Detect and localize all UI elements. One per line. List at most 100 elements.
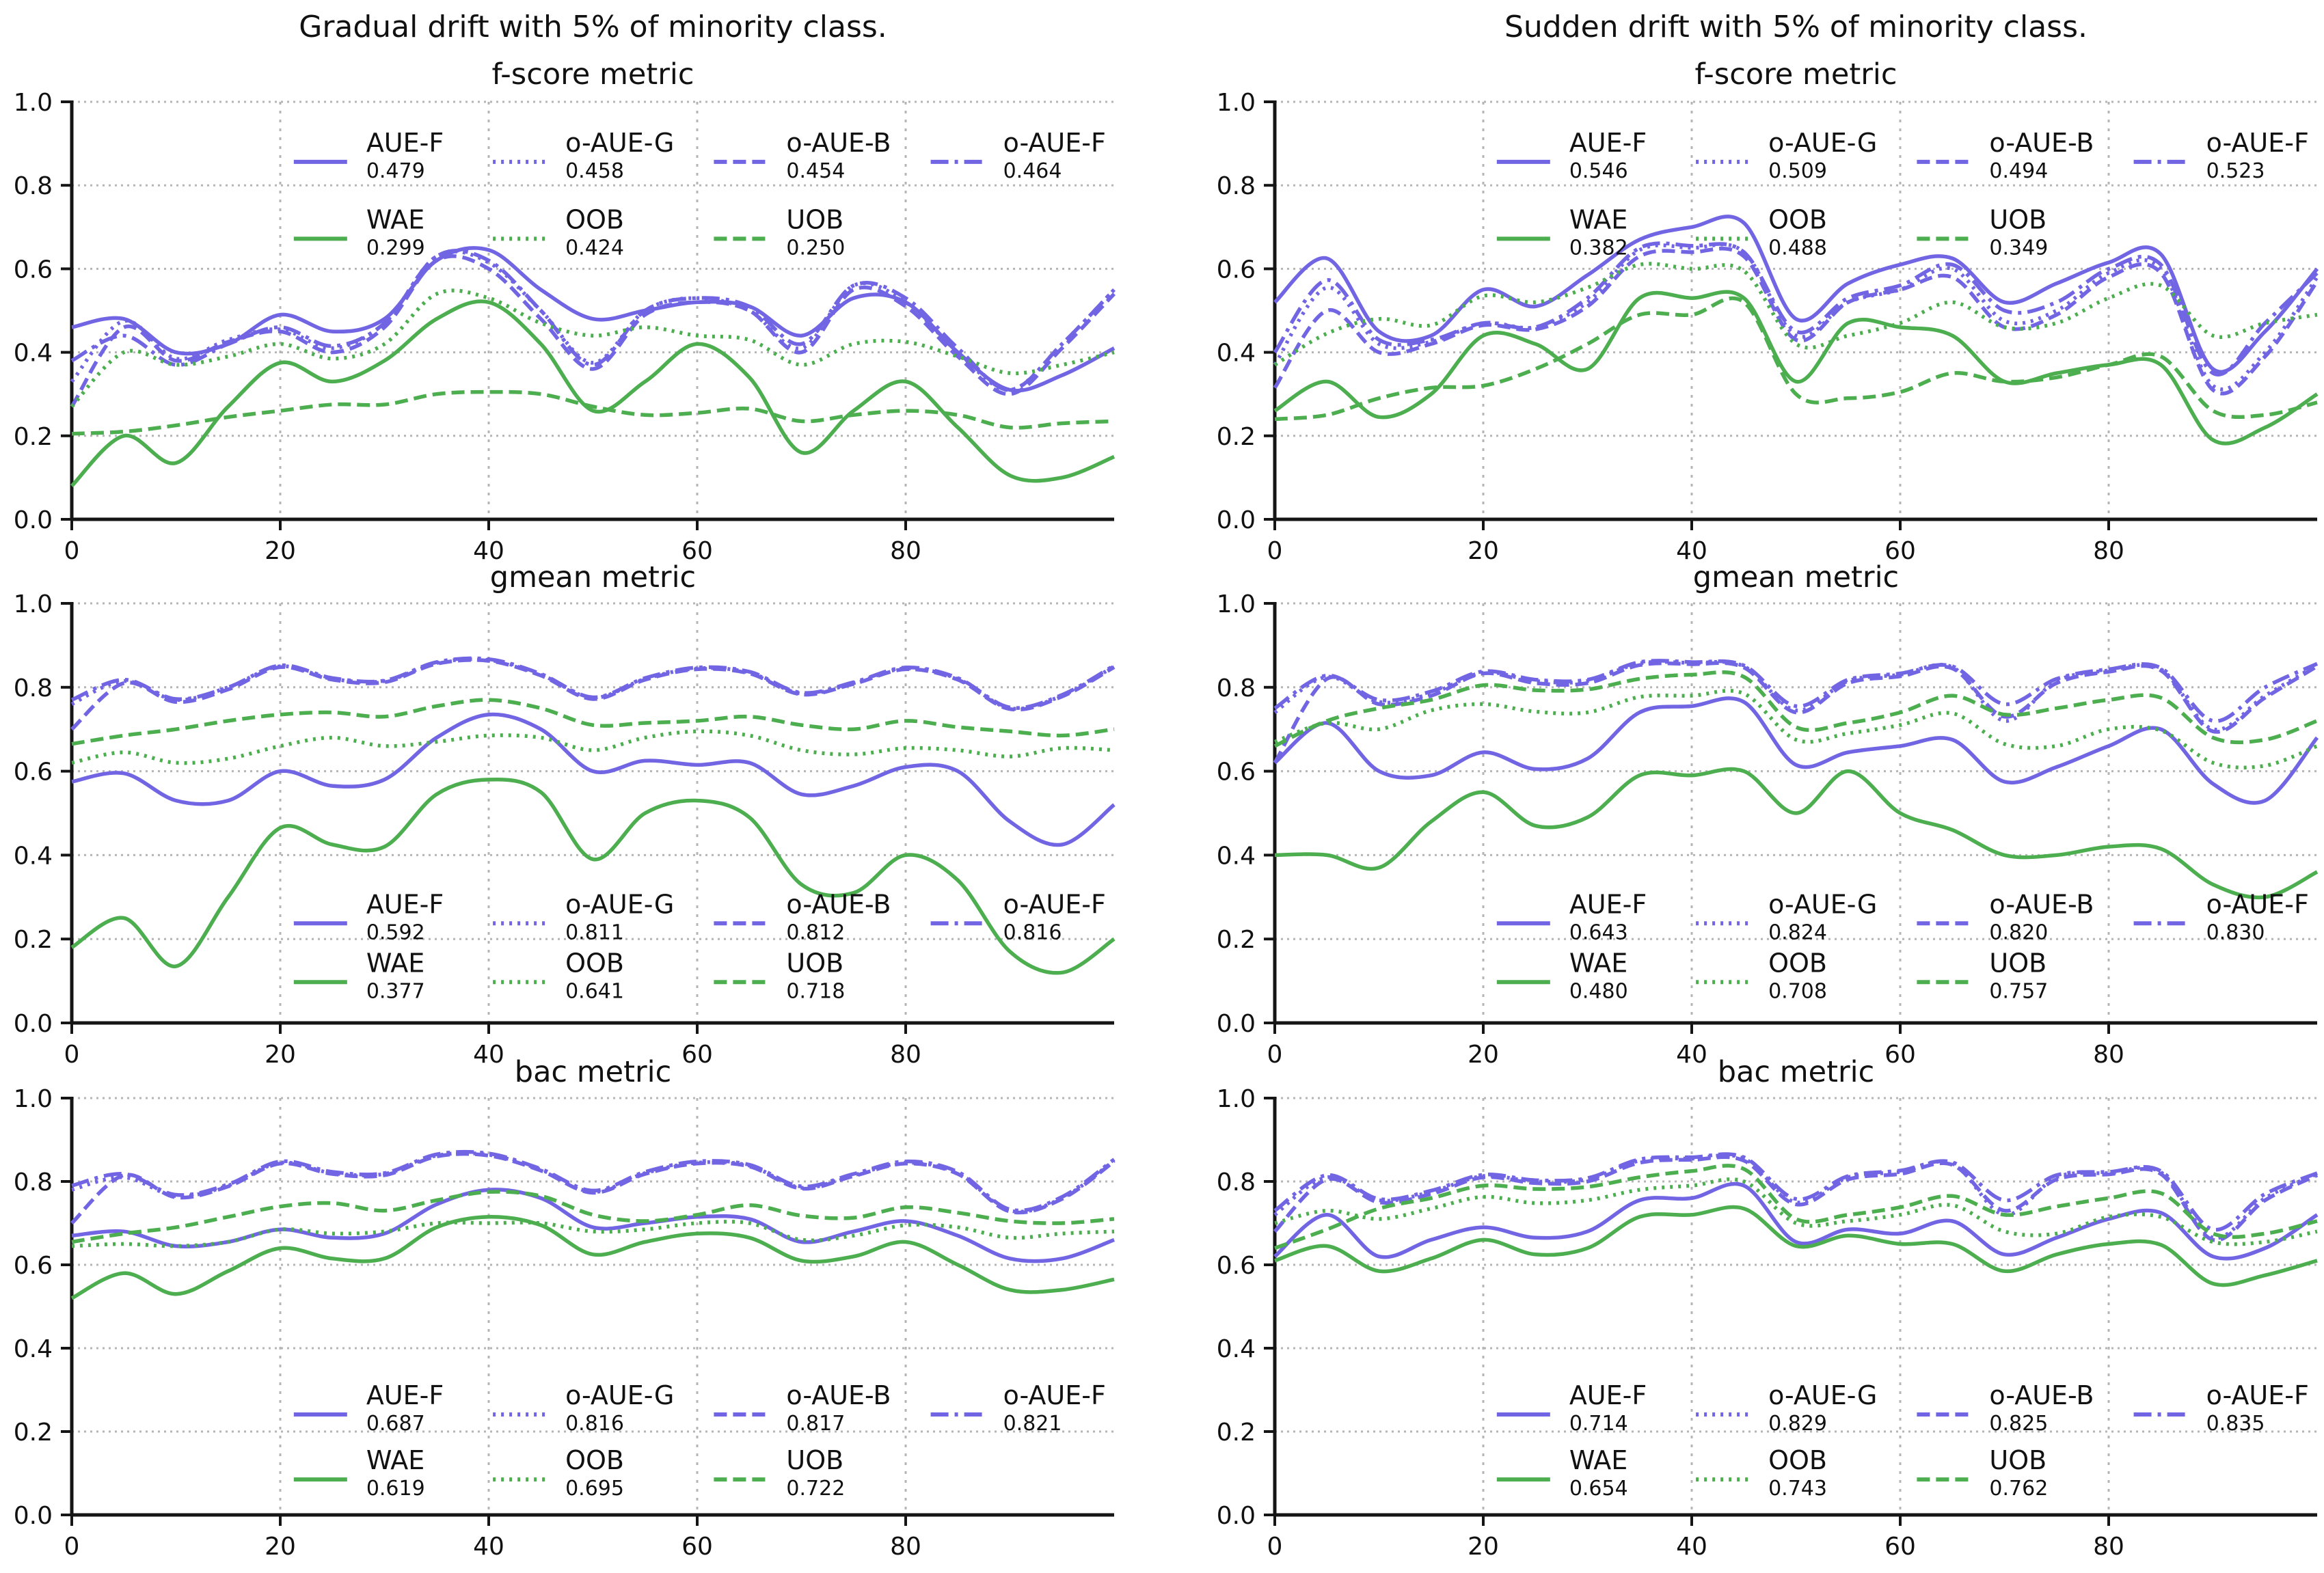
subplot-title-bac-sudden: bac metric <box>1717 1055 1875 1089</box>
legend-value: 0.382 <box>1569 236 1628 260</box>
legend-label: o-AUE-G <box>565 128 674 158</box>
series-line-WAE <box>70 778 1116 975</box>
x-tick-label: 40 <box>473 1041 504 1069</box>
x-tick-label: 80 <box>890 1533 921 1561</box>
subplot-title-bac-gradual: bac metric <box>514 1055 672 1089</box>
legend-value: 0.816 <box>565 1412 624 1436</box>
legend-value: 0.509 <box>1768 159 1827 183</box>
x-tick-label: 20 <box>265 1041 296 1069</box>
x-tick-label: 20 <box>1468 1533 1499 1561</box>
x-tick-label: 20 <box>1468 1041 1499 1069</box>
series-line-o-AUE-F <box>70 249 1116 392</box>
legend-label: o-AUE-G <box>1768 1380 1877 1410</box>
series-line-OOB <box>71 729 1115 765</box>
series-line-OOB <box>1274 1177 2318 1246</box>
y-tick-label: 1.0 <box>14 1085 53 1113</box>
legend-value: 0.718 <box>786 979 845 1003</box>
series-line-AUE-F <box>71 712 1116 847</box>
legend-entry-o-AUE-B: o-AUE-B0.454 <box>714 128 891 183</box>
legend-value: 0.377 <box>366 979 425 1003</box>
x-tick-label: 0 <box>1267 537 1283 565</box>
legend-value: 0.654 <box>1569 1477 1628 1501</box>
legend-entry-AUE-F: AUE-F0.546 <box>1496 128 1647 183</box>
legend-label: o-AUE-B <box>786 1380 891 1410</box>
y-tick-label: 1.0 <box>1217 590 1256 618</box>
x-tick-label: 60 <box>1884 1533 1916 1561</box>
series-line-WAE <box>1273 290 2319 446</box>
legend-value: 0.592 <box>366 920 425 944</box>
series-line-o-AUE-G <box>70 657 1116 711</box>
legend-label: o-AUE-B <box>1989 128 2094 158</box>
y-tick-label: 0.6 <box>14 256 53 284</box>
series-line-UOB <box>71 389 1115 436</box>
series-line-o-AUE-G <box>70 249 1116 392</box>
y-tick-label: 0.4 <box>14 1335 53 1363</box>
plot-gmean-sudden: 0.0 0.2 0.4 0.6 0.8 1.0 0 20 40 60 80 AUE-F0.643 o-A… <box>1217 590 2319 1069</box>
x-tick-label: 80 <box>890 537 921 565</box>
legend-value: 0.619 <box>366 1477 425 1501</box>
x-tick-label: 40 <box>1676 537 1707 565</box>
legend-entry-AUE-F: AUE-F0.714 <box>1496 1380 1647 1436</box>
legend-value: 0.762 <box>1989 1477 2048 1501</box>
x-tick-label: 80 <box>2093 1041 2124 1069</box>
legend-value: 0.825 <box>1989 1412 2048 1436</box>
column-title-gradual: Gradual drift with 5% of minority class. <box>299 10 887 44</box>
series-line-o-AUE-F <box>1273 1152 2319 1232</box>
legend-entry-o-AUE-F: o-AUE-F0.464 <box>930 128 1106 183</box>
series-line-o-AUE-G <box>1273 1153 2319 1240</box>
x-tick-label: 0 <box>1267 1533 1283 1561</box>
legend-entry-o-AUE-G: o-AUE-G0.816 <box>493 1380 674 1436</box>
y-tick-label: 0.0 <box>1217 1010 1256 1038</box>
legend-value: 0.424 <box>565 236 624 260</box>
legend-entry-o-AUE-B: o-AUE-B0.494 <box>1917 128 2094 183</box>
series-line-o-AUE-G <box>1273 242 2319 392</box>
legend-value: 0.458 <box>565 159 624 183</box>
legend-label: OOB <box>1768 948 1827 978</box>
legend-value: 0.722 <box>786 1477 845 1501</box>
x-tick-label: 60 <box>1884 1041 1916 1069</box>
legend-label: o-AUE-B <box>786 889 891 919</box>
subplot-title-fscore-sudden: f-score metric <box>1694 57 1897 92</box>
legend-entry-o-AUE-F: o-AUE-F0.816 <box>930 889 1106 944</box>
y-tick-label: 0.6 <box>1217 758 1256 786</box>
legend-label: UOB <box>786 204 843 234</box>
series-line-AUE-F <box>1273 1181 2319 1261</box>
y-tick-label: 1.0 <box>14 590 53 618</box>
y-tick-label: 0.6 <box>14 758 53 786</box>
series-line-OOB <box>70 288 1115 408</box>
x-tick-label: 60 <box>681 1041 713 1069</box>
x-tick-label: 40 <box>1676 1533 1707 1561</box>
legend-entry-o-AUE-B: o-AUE-B0.817 <box>714 1380 891 1436</box>
legend-value: 0.479 <box>366 159 425 183</box>
legend-value: 0.523 <box>2206 159 2265 183</box>
series-line-WAE <box>70 299 1116 488</box>
legend-value: 0.816 <box>1003 920 1062 944</box>
subplot-title-fscore-gradual: f-score metric <box>491 57 694 92</box>
legend-value: 0.829 <box>1768 1412 1827 1436</box>
y-tick-label: 0.2 <box>14 926 53 954</box>
y-tick-label: 1.0 <box>1217 89 1256 117</box>
x-tick-label: 0 <box>64 537 80 565</box>
legend-value: 0.250 <box>786 236 845 260</box>
y-tick-label: 0.8 <box>1217 172 1256 200</box>
legend-entry-o-AUE-F: o-AUE-F0.523 <box>2133 128 2309 183</box>
legend-value: 0.835 <box>2206 1412 2265 1436</box>
legend-label: o-AUE-F <box>2206 889 2309 919</box>
y-tick-label: 0.8 <box>14 674 53 702</box>
legend-label: WAE <box>1569 204 1628 234</box>
series-line-o-AUE-B <box>1273 661 2319 764</box>
gridlines <box>1275 100 2317 519</box>
legend-label: o-AUE-F <box>1003 1380 1106 1410</box>
legend-value: 0.488 <box>1768 236 1827 260</box>
legend-entry-o-AUE-G: o-AUE-G0.824 <box>1696 889 1877 944</box>
legend-label: AUE-F <box>1569 128 1647 158</box>
